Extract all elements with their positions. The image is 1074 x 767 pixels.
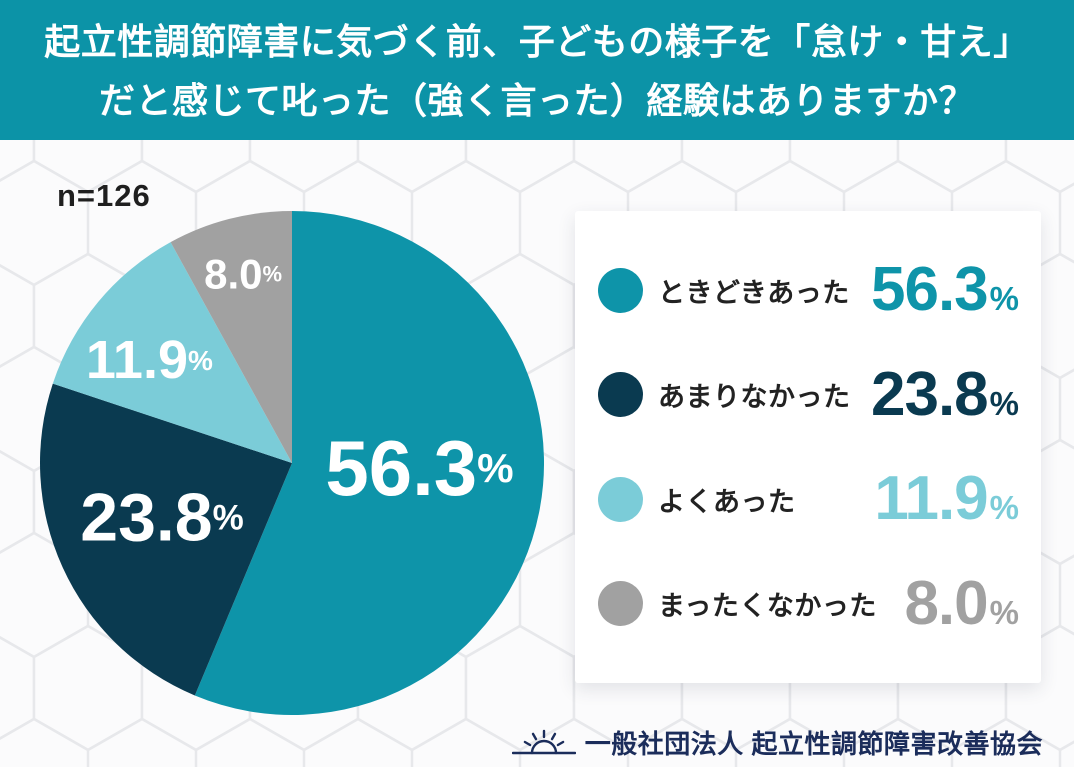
rising-sun-icon: [511, 729, 576, 755]
legend-value-percent-sign: %: [989, 593, 1019, 631]
pie-slice-label-4: 8.0%: [204, 250, 282, 297]
legend-label: ときどきあった: [658, 277, 850, 308]
title-line-2: だと感じて叱った（強く言った）経験はありますか？: [98, 80, 975, 121]
legend-value-number: 56.3: [870, 255, 989, 325]
pie-slice-3: [52, 242, 292, 463]
legend-value-percent-sign: %: [989, 384, 1019, 422]
legend-value-number: 11.9: [874, 464, 988, 534]
legend-dot-icon: [598, 581, 643, 627]
legend-value: 8.0%: [904, 568, 1019, 638]
pie-slice-1: [194, 211, 544, 715]
legend-row-2: あまりなかった 23.8%: [575, 359, 1041, 429]
legend-row-3: よくあった 11.9%: [575, 468, 1041, 530]
legend-label: よくあった: [658, 486, 796, 517]
legend-dot-icon: [598, 267, 643, 313]
organization-name: 一般社団法人 起立性調節障害改善協会: [584, 728, 1043, 759]
legend-dot-icon: [598, 372, 643, 418]
pie-slice-label-1: 56.3%: [325, 424, 513, 512]
sample-size-label: n=126: [57, 178, 151, 213]
legend-value-percent-sign: %: [989, 280, 1019, 318]
title-banner: 起立性調節障害に気づく前、子どもの様子を「怠け・甘え」 だと感じて叱った（強く言…: [0, 0, 1074, 140]
legend-value-number: 23.8: [870, 359, 989, 429]
legend-value-number: 8.0: [904, 568, 988, 638]
legend-label: まったくなかった: [658, 591, 877, 622]
pie-chart: 56.3% 23.8% 11.9% 8.0%: [40, 211, 544, 715]
footer-logo: 一般社団法人 起立性調節障害改善協会: [511, 722, 1043, 762]
pie-slice-label-3: 11.9%: [86, 330, 213, 390]
pie-chart-container: 56.3% 23.8% 11.9% 8.0%: [40, 211, 544, 715]
pie-slice-2: [40, 383, 292, 696]
legend-value: 11.9%: [874, 468, 1019, 530]
title-line-1: 起立性調節障害に気づく前、子どもの様子を「怠け・甘え」: [44, 21, 1030, 62]
legend-row-1: ときどきあった 56.3%: [575, 259, 1041, 321]
legend-row-4: まったくなかった 8.0%: [575, 568, 1041, 638]
legend-dot-icon: [598, 476, 643, 522]
pie-slice-label-2: 23.8%: [80, 480, 243, 556]
legend-value: 56.3%: [871, 259, 1019, 321]
legend-value-percent-sign: %: [989, 489, 1019, 527]
pie-slice-4: [170, 211, 292, 463]
legend-value: 23.8%: [870, 359, 1019, 429]
legend-card: ときどきあった 56.3% あまりなかった 23.8% よくあった 11.9% …: [575, 211, 1041, 683]
legend-label: あまりなかった: [658, 382, 851, 413]
